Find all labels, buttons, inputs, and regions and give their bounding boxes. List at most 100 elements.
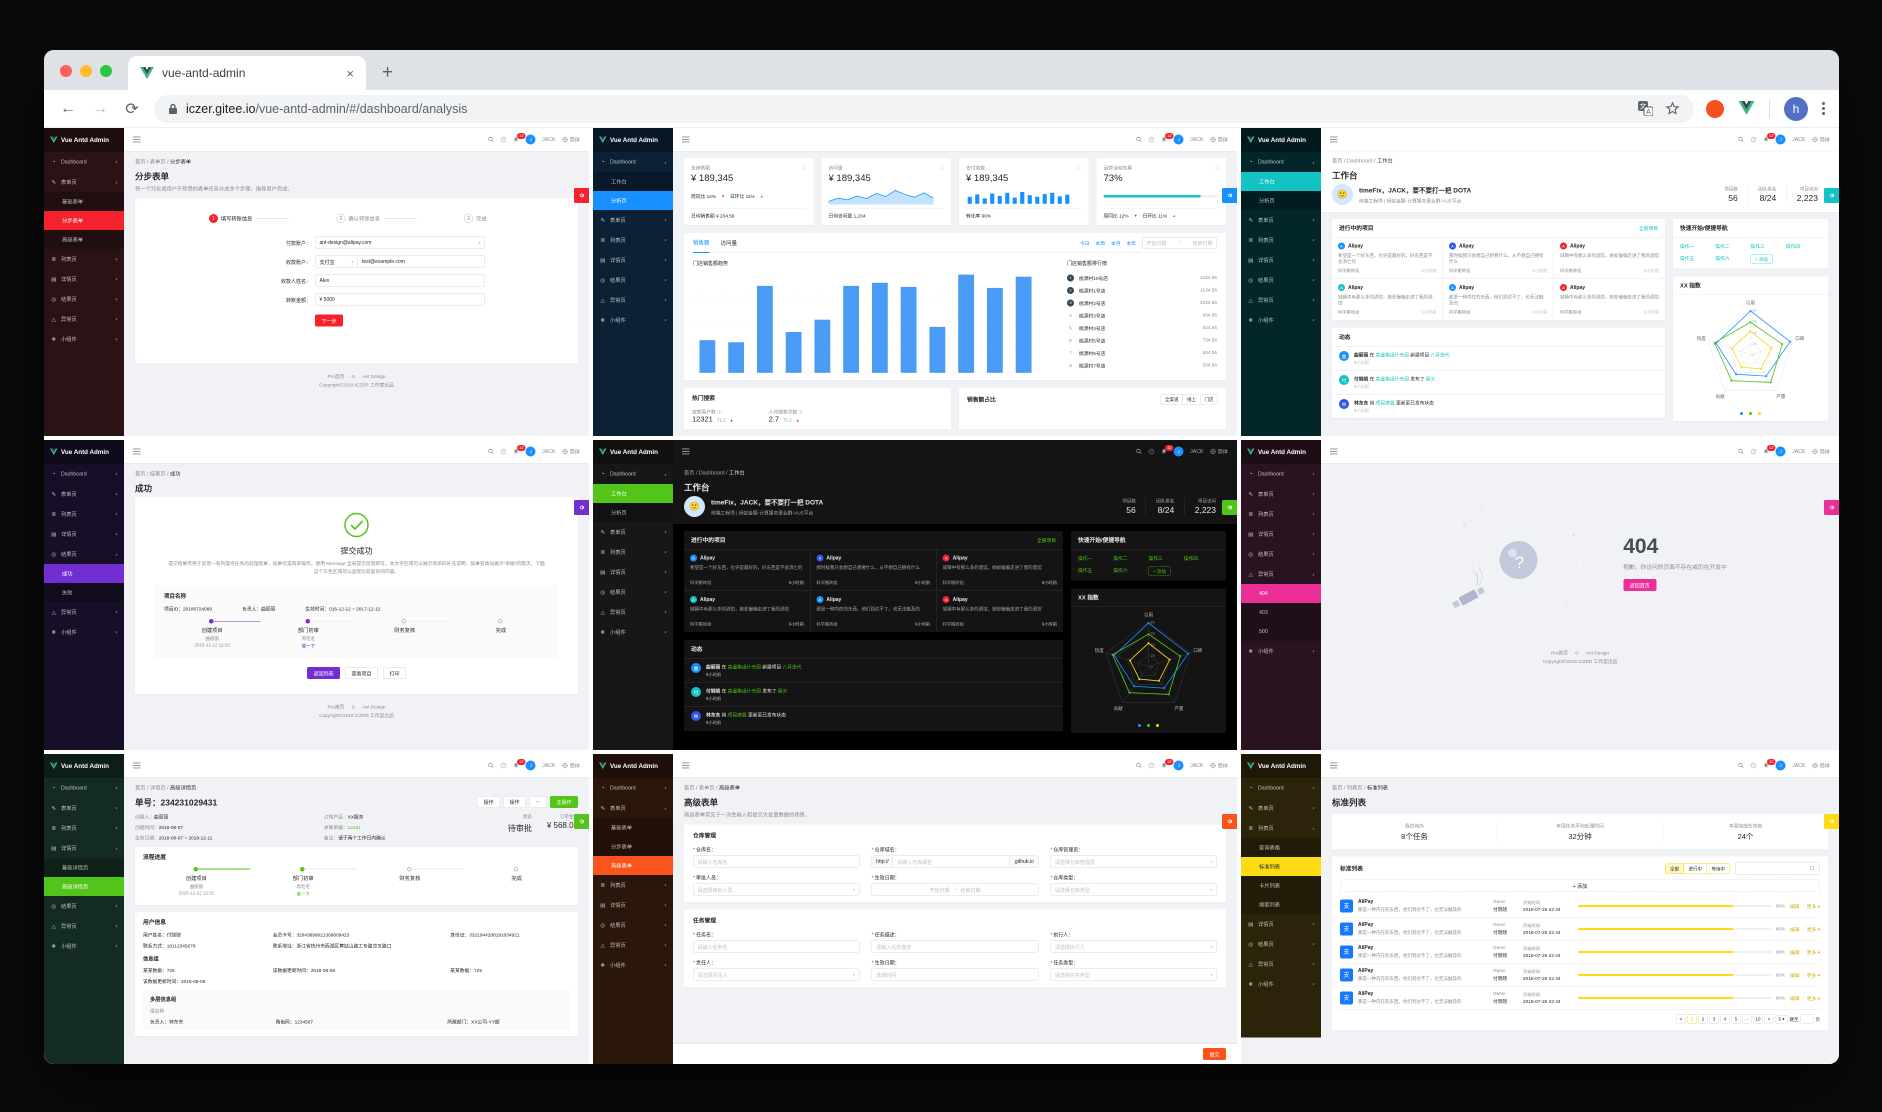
- user-avatar[interactable]: J: [1173, 760, 1184, 771]
- close-window-button[interactable]: [60, 65, 72, 77]
- notification-bell-icon[interactable]: 12: [1161, 445, 1174, 455]
- quick-link-操作三[interactable]: 操作三: [1148, 556, 1163, 562]
- help-icon[interactable]: ?: [500, 136, 507, 143]
- language-selector[interactable]: 简体: [562, 762, 580, 770]
- quick-add-button[interactable]: + 添加: [1148, 566, 1171, 576]
- collapse-menu-icon[interactable]: [682, 136, 690, 143]
- sidebar-item-小组件[interactable]: ❖ 小组件 ▾: [593, 622, 673, 642]
- range-link-本月[interactable]: 本月: [1110, 240, 1121, 247]
- quick-link-操作一[interactable]: 操作一: [1078, 556, 1093, 562]
- submenu-item-卡片列表[interactable]: 卡片列表: [1259, 882, 1280, 889]
- activity-group-link[interactable]: 项目进展: [1375, 400, 1395, 407]
- domain-input[interactable]: 请输入仓库域名: [893, 855, 1010, 868]
- collapse-menu-icon[interactable]: [1330, 762, 1338, 769]
- edit-link[interactable]: 编辑: [1790, 995, 1800, 1002]
- browser-menu-icon[interactable]: [1822, 102, 1825, 115]
- input-任务名[interactable]: 请输入任务名: [693, 940, 860, 953]
- sidebar-item-详情页[interactable]: ▤ 详情页 ▾: [1241, 914, 1321, 934]
- quick-link-操作二[interactable]: 操作二: [1113, 556, 1128, 562]
- sidebar-item-列表页[interactable]: ≣ 列表页 ▴: [1241, 818, 1321, 838]
- user-avatar[interactable]: J: [1775, 134, 1786, 145]
- sidebar-item-Dashboard[interactable]: ◔ Dashboard ▴: [593, 152, 673, 172]
- extension-icon[interactable]: [1706, 99, 1724, 118]
- project-card[interactable]: A Alipay 城镇中有那么多的酒馆，她却偏偏走进了我的酒馆 科学搬砖组 9小时前: [1332, 279, 1443, 320]
- theme-settings-button[interactable]: [1222, 814, 1237, 829]
- account-input[interactable]: test@example.com: [358, 255, 485, 268]
- step-link[interactable]: 催一下: [296, 891, 310, 897]
- breadcrumb-item[interactable]: 首页: [684, 785, 695, 791]
- text-input[interactable]: ¥ 5000: [315, 293, 485, 306]
- user-avatar[interactable]: J: [1173, 446, 1184, 457]
- notification-bell-icon[interactable]: 12: [513, 133, 526, 143]
- minimize-window-button[interactable]: [80, 65, 92, 77]
- more-link[interactable]: 更多 ▾: [1806, 949, 1820, 956]
- language-selector[interactable]: 简体: [1210, 762, 1228, 770]
- action-button[interactable]: 操作: [503, 795, 526, 808]
- sidebar-item-列表页[interactable]: ≣ 列表页 ▾: [44, 504, 124, 524]
- sales-tab-访问量[interactable]: 访问量: [720, 240, 738, 247]
- sidebar-item-结果页[interactable]: ◎ 结果页 ▾: [593, 582, 673, 602]
- edit-link[interactable]: 编辑: [1790, 926, 1800, 933]
- project-group-link[interactable]: 科学搬砖组: [1449, 268, 1471, 273]
- sidebar-item-结果页[interactable]: ◎ 结果页 ▴: [44, 544, 124, 564]
- help-icon[interactable]: ?: [500, 762, 507, 769]
- share-tab-全渠道[interactable]: 全渠道: [1160, 394, 1183, 405]
- sidebar-item-详情页[interactable]: ▤ 详情页 ▾: [44, 269, 124, 289]
- all-projects-link[interactable]: 全部项目: [1036, 538, 1056, 544]
- help-icon[interactable]: ?: [1148, 136, 1155, 143]
- breadcrumb-item[interactable]: 首页: [1332, 785, 1343, 791]
- footer-link-antdesign[interactable]: Ant Design: [362, 704, 386, 711]
- edit-link[interactable]: 编辑: [1790, 903, 1800, 910]
- sidebar-item-详情页[interactable]: ▤ 详情页 ▾: [593, 250, 673, 270]
- sidebar-item-详情页[interactable]: ▤ 详情页 ▾: [593, 562, 673, 582]
- project-card[interactable]: A Alipay 那是一种内在的东西，他们到达不了，也无法触及的 科学搬砖组 9小时前: [1443, 279, 1554, 320]
- activity-target-link[interactable]: 留言: [1425, 376, 1436, 383]
- language-selector[interactable]: 简体: [1812, 448, 1830, 456]
- breadcrumb-item[interactable]: 详情页: [149, 785, 166, 791]
- quick-add-button[interactable]: + 添加: [1750, 254, 1773, 264]
- project-group-link[interactable]: 科学搬砖组: [942, 580, 964, 585]
- collapse-menu-icon[interactable]: [1330, 448, 1338, 455]
- sidebar-item-小组件[interactable]: ❖ 小组件 ▾: [593, 310, 673, 330]
- sidebar-item-结果页[interactable]: ◎ 结果页 ▾: [44, 289, 124, 309]
- url-field[interactable]: iczer.gitee.io/vue-antd-admin/#/dashboar…: [154, 94, 1694, 123]
- sidebar-item-列表页[interactable]: ≣ 列表页 ▾: [44, 818, 124, 838]
- search-icon[interactable]: [488, 136, 494, 143]
- back-icon[interactable]: ←: [60, 99, 76, 117]
- input-任务描述[interactable]: 请输入任务描述: [871, 940, 1039, 953]
- project-group-link[interactable]: 科学搬砖组: [690, 621, 712, 627]
- submenu-item-高级表单[interactable]: 高级表单: [62, 236, 83, 243]
- sales-tab-销售额[interactable]: 销售额: [693, 233, 710, 253]
- language-selector[interactable]: 简体: [562, 448, 580, 456]
- sidebar-item-异常页[interactable]: △ 异常页 ▴: [1241, 564, 1321, 584]
- filter-等待中[interactable]: 等待中: [1706, 863, 1730, 874]
- edit-link[interactable]: 编辑: [1790, 972, 1800, 979]
- submenu-item-分步表单[interactable]: 分步表单: [44, 211, 124, 230]
- sidebar-item-Dashboard[interactable]: ◔ Dashboard ▾: [44, 152, 124, 172]
- list-item[interactable]: 支 AliPay 那是一种内在的东西，他们到达不了，也无法触及的 Owner 付晓晓 开始…: [1340, 918, 1820, 941]
- collapse-menu-icon[interactable]: [133, 136, 141, 143]
- 返回列表-button[interactable]: 返回列表: [307, 667, 340, 680]
- help-icon[interactable]: ?: [500, 448, 507, 455]
- project-card[interactable]: A Alipay 那时候我只会想自己想要什么，从不想自己拥有什么 科学搬砖组 9小时前: [810, 549, 937, 591]
- help-icon[interactable]: ?: [1148, 762, 1155, 769]
- text-input[interactable]: Alex: [315, 274, 485, 287]
- breadcrumb-item[interactable]: 首页: [135, 785, 146, 791]
- page-size-select[interactable]: 5 ▾: [1775, 1014, 1788, 1024]
- project-card[interactable]: A Alipay 城镇中有那么多的酒馆，她却偏偏走进了我的酒馆 科学搬砖组 9小时前: [937, 591, 1063, 632]
- jump-input[interactable]: [1800, 1014, 1814, 1024]
- quick-link-操作四[interactable]: 操作四: [1183, 556, 1199, 562]
- quick-link-操作五[interactable]: 操作五: [1680, 256, 1695, 262]
- range-link-本周[interactable]: 本周: [1095, 240, 1105, 247]
- submenu-item-高级表单[interactable]: 高级表单: [593, 856, 673, 875]
- filter-进行中[interactable]: 进行中: [1683, 863, 1707, 874]
- sidebar-item-结果页[interactable]: ◎ 结果页 ▾: [44, 896, 124, 916]
- action-button[interactable]: ⋯: [529, 795, 547, 808]
- submenu-item-分析页[interactable]: 分析页: [611, 509, 627, 516]
- input-生效日期[interactable]: 选择时间: [871, 968, 1039, 981]
- vue-devtools-icon[interactable]: [1738, 101, 1755, 116]
- sidebar-item-表单页[interactable]: ✎ 表单页 ▾: [1241, 484, 1321, 504]
- submenu-item-工作台[interactable]: 工作台: [611, 178, 627, 185]
- breadcrumb-item[interactable]: 结果页: [149, 471, 166, 477]
- select-仓库管理员[interactable]: 请选择仓库管理员 ▾: [1050, 855, 1217, 868]
